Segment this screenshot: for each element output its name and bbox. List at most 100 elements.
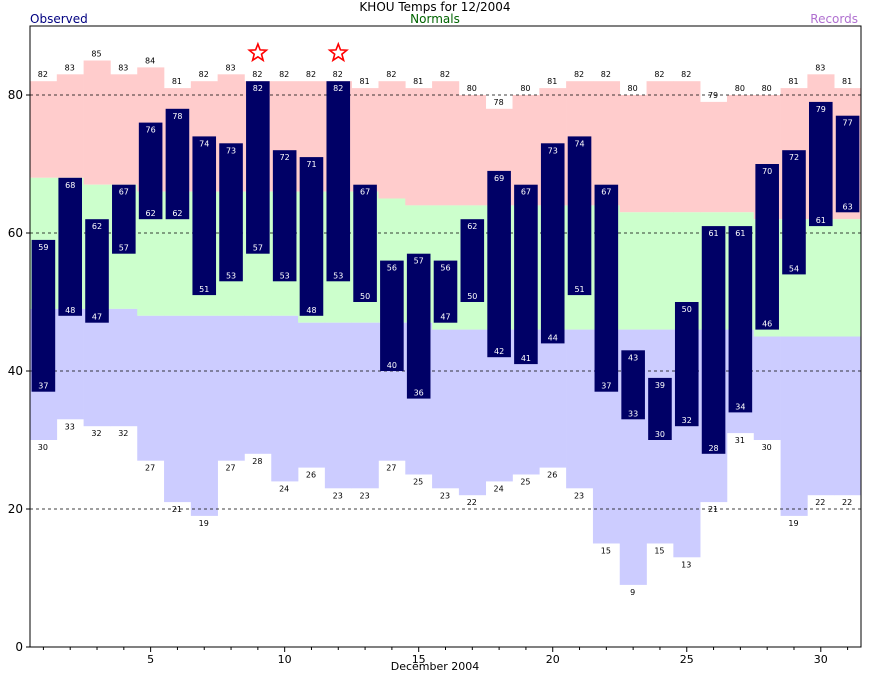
record-high-label: 81	[359, 77, 369, 86]
observed-bar	[701, 226, 726, 454]
observed-high-label: 67	[119, 188, 129, 197]
record-low-band	[217, 315, 245, 461]
record-high-label: 82	[333, 70, 343, 79]
record-low-band	[190, 315, 218, 516]
observed-bar	[219, 143, 243, 282]
y-tick-label: 60	[8, 226, 23, 240]
x-tick-label: 5	[147, 653, 154, 666]
observed-bar	[31, 239, 56, 392]
record-high-band	[56, 74, 84, 178]
observed-bar	[406, 253, 431, 399]
observed-low-label: 48	[306, 306, 316, 315]
record-high-label: 81	[172, 77, 182, 86]
record-low-band	[137, 315, 165, 461]
observed-low-label: 63	[843, 202, 853, 211]
record-low-label: 24	[279, 484, 289, 493]
observed-low-label: 37	[38, 382, 48, 391]
record-high-band	[110, 74, 138, 185]
x-tick-label: 25	[680, 653, 694, 666]
observed-high-label: 61	[735, 229, 745, 238]
record-high-band	[405, 88, 433, 206]
record-low-label: 24	[494, 484, 504, 493]
record-high-label: 83	[118, 63, 128, 72]
record-low-band	[780, 336, 808, 516]
record-high-label: 82	[681, 70, 691, 79]
record-high-label: 78	[494, 98, 504, 107]
y-tick-label: 20	[8, 502, 23, 516]
observed-high-label: 62	[92, 222, 102, 231]
record-low-label: 21	[708, 505, 718, 514]
record-high-label: 82	[654, 70, 664, 79]
record-high-label: 82	[38, 70, 48, 79]
record-high-label: 83	[815, 63, 825, 72]
observed-high-label: 70	[762, 167, 772, 176]
observed-bar	[85, 219, 109, 323]
x-tick-label: 20	[546, 653, 560, 666]
record-low-band	[56, 308, 84, 420]
observed-high-label: 67	[521, 188, 531, 197]
observed-high-label: 77	[843, 119, 853, 128]
observed-high-label: 50	[682, 305, 692, 314]
observed-low-label: 36	[414, 389, 424, 398]
observed-bar	[192, 136, 217, 296]
record-low-label: 22	[815, 498, 825, 507]
record-low-label: 23	[359, 491, 369, 500]
record-high-band	[619, 95, 647, 213]
observed-low-label: 62	[146, 209, 156, 218]
observed-bar	[514, 184, 538, 365]
record-high-label: 81	[413, 77, 423, 86]
observed-high-label: 76	[146, 126, 156, 135]
observed-high-label: 69	[494, 174, 504, 183]
record-low-label: 27	[145, 464, 155, 473]
legend-observed: Observed	[30, 12, 88, 26]
record-low-label: 22	[467, 498, 477, 507]
record-high-band	[378, 81, 406, 199]
observed-low-label: 54	[789, 264, 799, 273]
observed-high-label: 73	[548, 146, 558, 155]
record-low-band	[834, 336, 862, 496]
normal-band	[834, 219, 862, 337]
observed-low-label: 32	[682, 416, 692, 425]
record-high-label: 82	[386, 70, 396, 79]
observed-bar	[272, 150, 297, 282]
record-high-label: 82	[279, 70, 289, 79]
observed-bar	[487, 170, 511, 358]
observed-low-label: 42	[494, 347, 504, 356]
observed-high-label: 68	[65, 181, 75, 190]
record-star-icon	[327, 41, 349, 63]
record-low-band	[324, 322, 352, 489]
observed-high-label: 59	[38, 243, 48, 252]
x-tick-label: 10	[278, 653, 292, 666]
record-high-label: 84	[145, 56, 155, 65]
y-tick-label: 80	[8, 88, 23, 102]
record-high-band	[351, 88, 379, 192]
record-low-band	[164, 315, 192, 503]
record-low-label: 32	[118, 429, 128, 438]
observed-high-label: 43	[628, 353, 638, 362]
record-low-label: 31	[735, 436, 745, 445]
record-low-label: 15	[601, 547, 611, 556]
record-high-label: 82	[252, 70, 262, 79]
observed-bar	[299, 157, 324, 316]
observed-low-label: 50	[360, 292, 370, 301]
chart-title: KHOU Temps for 12/2004	[359, 0, 511, 14]
record-low-band	[566, 329, 594, 489]
observed-low-label: 61	[816, 216, 826, 225]
observed-low-label: 53	[280, 271, 290, 280]
record-low-label: 26	[547, 471, 557, 480]
observed-low-label: 57	[119, 244, 129, 253]
observed-bar	[621, 350, 645, 420]
record-low-band	[458, 329, 487, 496]
legend-records: Records	[810, 12, 858, 26]
record-low-label: 33	[65, 422, 75, 431]
record-high-label: 80	[735, 84, 745, 93]
record-low-label: 21	[172, 505, 182, 514]
record-high-label: 80	[467, 84, 477, 93]
observed-high-label: 72	[789, 153, 799, 162]
observed-bar	[246, 81, 270, 254]
record-high-label: 82	[306, 70, 316, 79]
record-high-label: 82	[199, 70, 209, 79]
record-high-label: 85	[91, 50, 101, 59]
record-low-label: 23	[333, 491, 343, 500]
